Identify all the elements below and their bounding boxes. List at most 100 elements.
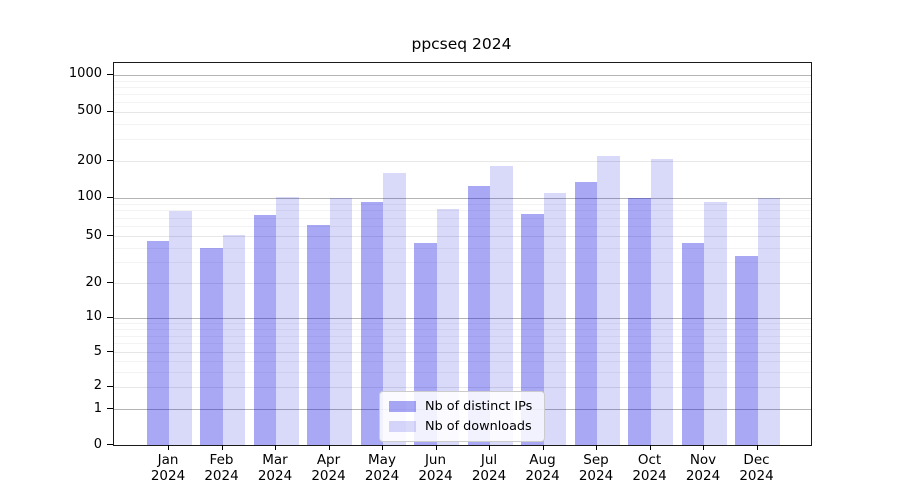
- gridline-y-50: [114, 236, 811, 237]
- gridline-y-60: [114, 226, 811, 227]
- x-tick-label-feb: Feb 2024: [204, 452, 239, 485]
- x-tick-may: [382, 445, 383, 450]
- y-tick-label-50: 50: [85, 227, 102, 243]
- y-tick-label-2: 2: [93, 378, 102, 394]
- gridline-y-500: [114, 111, 811, 113]
- plot-area: Nb of distinct IPs Nb of downloads: [113, 62, 812, 446]
- y-tick-label-100: 100: [77, 189, 102, 205]
- gridline-y-20: [114, 283, 811, 284]
- x-tick-jan: [168, 445, 169, 450]
- gridline-y-9: [114, 323, 811, 324]
- x-tick-apr: [328, 445, 330, 450]
- x-tick-oct: [649, 445, 651, 450]
- bar-downloads-dec: [757, 198, 780, 445]
- bar-distinct-ips-feb: [200, 247, 223, 445]
- x-tick-feb: [221, 445, 223, 450]
- legend-label-distinct-ips: Nb of distinct IPs: [425, 399, 533, 414]
- gridline-y-8: [114, 328, 811, 330]
- gridline-y-10: [114, 317, 811, 319]
- y-tick-50: [107, 235, 113, 236]
- bar-distinct-ips-apr: [307, 225, 330, 445]
- x-tick-nov: [703, 445, 704, 450]
- bar-downloads-feb: [222, 235, 245, 445]
- bar-distinct-ips-oct: [628, 197, 651, 445]
- legend-swatch-distinct-ips: [389, 401, 416, 412]
- bar-downloads-may: [383, 173, 406, 445]
- x-tick-label-oct: Oct 2024: [632, 452, 667, 485]
- legend-swatch-downloads: [389, 421, 416, 432]
- bar-distinct-ips-aug: [521, 214, 544, 445]
- bar-distinct-ips-dec: [735, 255, 758, 445]
- gridline-y-40: [114, 247, 811, 249]
- y-tick-20: [107, 282, 113, 283]
- y-tick-200: [107, 160, 113, 162]
- bar-distinct-ips-sep: [574, 182, 597, 445]
- y-tick-label-5: 5: [93, 343, 102, 359]
- x-tick-label-mar: Mar 2024: [257, 452, 293, 485]
- gridline-y-80: [114, 210, 811, 212]
- legend-item-distinct-ips: Nb of distinct IPs: [389, 398, 536, 415]
- gridline-y-4: [114, 360, 811, 362]
- gridline-y-5: [114, 352, 811, 354]
- y-tick-10: [107, 316, 113, 318]
- bar-downloads-mar: [276, 196, 299, 445]
- bar-downloads-nov: [704, 201, 727, 445]
- y-tick-1000: [107, 73, 113, 75]
- x-tick-label-jul: Jul 2024: [471, 452, 507, 485]
- x-tick-label-dec: Dec 2024: [739, 452, 774, 485]
- bar-downloads-jun: [436, 208, 459, 445]
- gridline-y-600: [114, 102, 811, 104]
- y-tick-label-1000: 1000: [68, 66, 102, 82]
- gridline-y-400: [114, 123, 811, 125]
- bar-distinct-ips-jan: [146, 241, 169, 445]
- y-tick-2: [107, 385, 113, 387]
- x-tick-jun: [435, 445, 437, 450]
- chart-title: ppcseq 2024: [411, 35, 512, 53]
- y-tick-100: [107, 196, 113, 198]
- x-tick-label-may: May 2024: [364, 452, 400, 485]
- bar-distinct-ips-nov: [681, 242, 704, 445]
- x-tick-dec: [756, 445, 758, 450]
- y-tick-label-20: 20: [85, 274, 102, 290]
- x-tick-mar: [275, 445, 276, 450]
- gridline-y-30: [114, 262, 811, 264]
- gridline-y-3: [114, 371, 811, 373]
- legend-item-downloads: Nb of downloads: [389, 418, 536, 435]
- gridline-y-70: [114, 217, 811, 219]
- y-tick-label-500: 500: [77, 103, 102, 119]
- y-tick-5: [107, 351, 113, 353]
- x-tick-jul: [489, 445, 490, 450]
- bar-distinct-ips-jul: [467, 186, 490, 445]
- gridline-y-200: [114, 161, 811, 163]
- x-tick-label-jun: Jun 2024: [418, 452, 453, 485]
- bar-downloads-jul: [490, 165, 513, 445]
- gridline-y-90: [114, 203, 811, 205]
- x-tick-aug: [542, 445, 544, 450]
- legend: Nb of distinct IPs Nb of downloads: [379, 391, 545, 442]
- legend-label-downloads: Nb of downloads: [425, 419, 532, 434]
- gridline-y-800: [114, 86, 811, 88]
- y-tick-0: [107, 444, 113, 445]
- gridline-y-1000: [114, 74, 811, 76]
- gridline-y-7: [114, 335, 811, 337]
- bar-downloads-oct: [650, 158, 673, 445]
- bar-downloads-jan: [169, 210, 192, 445]
- y-tick-label-10: 10: [85, 309, 102, 325]
- y-tick-label-1: 1: [93, 400, 102, 416]
- y-tick-1: [107, 408, 113, 410]
- x-tick-label-aug: Aug 2024: [525, 452, 560, 485]
- gridline-y-100: [114, 197, 811, 199]
- x-tick-label-apr: Apr 2024: [311, 452, 346, 485]
- gridline-y-700: [114, 93, 811, 95]
- x-tick-label-sep: Sep 2024: [578, 452, 614, 485]
- bar-distinct-ips-may: [360, 202, 383, 445]
- bar-downloads-sep: [597, 155, 620, 445]
- y-tick-label-0: 0: [93, 436, 102, 452]
- y-tick-500: [107, 110, 113, 112]
- bar-downloads-aug: [543, 192, 566, 445]
- y-tick-label-200: 200: [77, 152, 102, 168]
- x-tick-label-nov: Nov 2024: [685, 452, 721, 485]
- gridline-y-2: [114, 386, 811, 388]
- gridline-y-300: [114, 139, 811, 141]
